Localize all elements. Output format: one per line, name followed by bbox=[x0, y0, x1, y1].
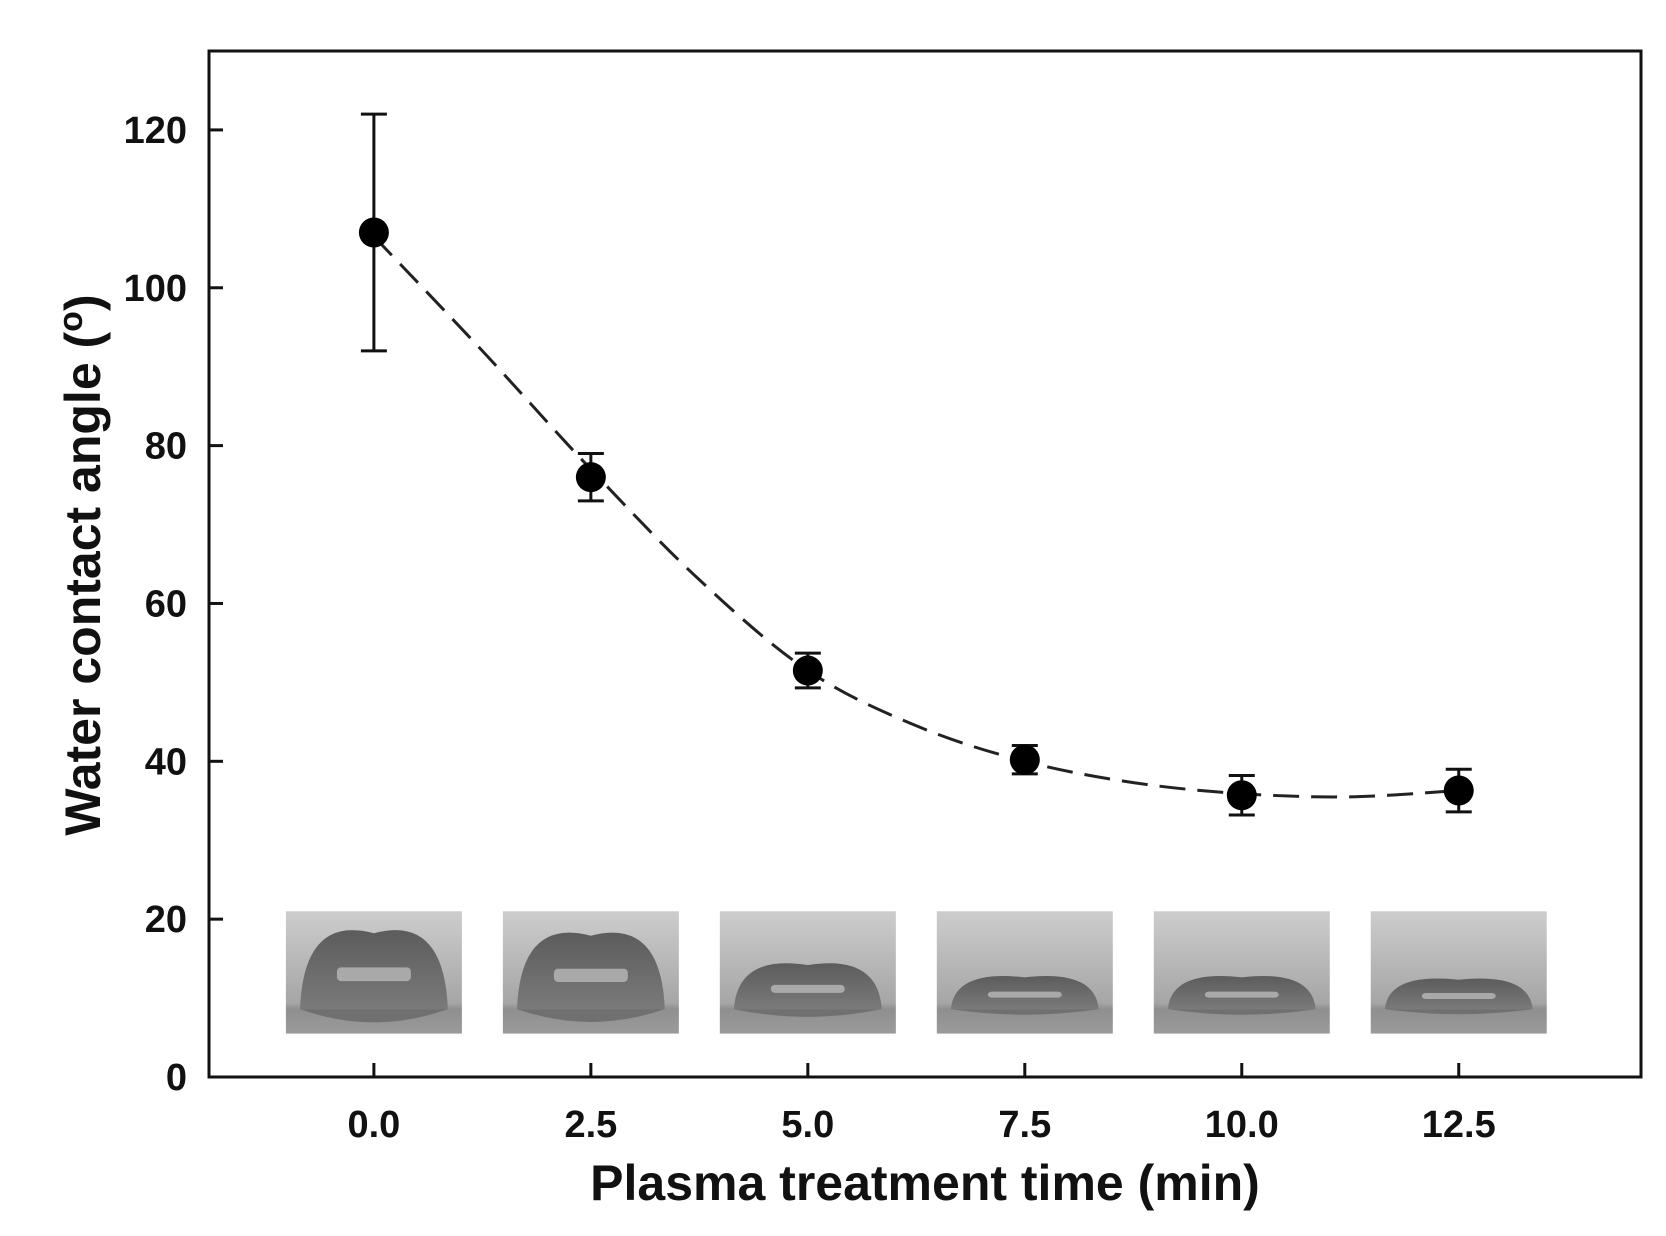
plot-frame bbox=[207, 49, 1643, 1079]
x-tick-label: 2.5 bbox=[564, 1104, 617, 1146]
data-point bbox=[1226, 780, 1257, 811]
data-point bbox=[792, 655, 823, 686]
y-axis: 0 20 40 60 80 100 120 bbox=[124, 110, 223, 1099]
y-tick-label: 100 bbox=[124, 268, 187, 310]
x-tick-label: 12.5 bbox=[1422, 1104, 1496, 1146]
y-axis-title: Water contact angle (o) bbox=[52, 294, 111, 835]
droplet-insets bbox=[285, 911, 1547, 1034]
x-axis-title: Plasma treatment time (min) bbox=[590, 1155, 1260, 1211]
y-axis-title-degree: o bbox=[52, 311, 90, 332]
y-axis-title-close: ) bbox=[55, 294, 111, 311]
y-tick-label: 40 bbox=[145, 741, 187, 783]
droplet-image-7.5 bbox=[936, 911, 1113, 1034]
x-tick-label: 10.0 bbox=[1205, 1104, 1279, 1146]
data-point bbox=[1009, 744, 1040, 775]
fit-curve-dashed bbox=[372, 235, 1459, 799]
droplet-image-2.5 bbox=[502, 911, 679, 1034]
data-point bbox=[358, 217, 389, 248]
y-axis-title-main: Water contact angle ( bbox=[55, 331, 111, 835]
droplet-image-0.0 bbox=[285, 911, 462, 1034]
error-bars bbox=[360, 112, 1472, 817]
y-tick-label: 0 bbox=[166, 1057, 187, 1099]
data-point bbox=[1443, 775, 1474, 806]
y-tick-label: 20 bbox=[145, 899, 187, 941]
droplet-image-5.0 bbox=[719, 911, 896, 1034]
data-point bbox=[575, 462, 606, 493]
x-tick-label: 0.0 bbox=[347, 1104, 400, 1146]
x-tick-label: 5.0 bbox=[781, 1104, 834, 1146]
droplet-image-10.0 bbox=[1153, 911, 1330, 1034]
y-tick-label: 120 bbox=[124, 110, 187, 152]
y-tick-label: 80 bbox=[145, 426, 187, 468]
x-axis: 0.0 2.5 5.0 7.5 10.0 12.5 bbox=[347, 1063, 1496, 1146]
data-points bbox=[358, 217, 1474, 811]
y-tick-label: 60 bbox=[145, 583, 187, 625]
droplet-image-12.5 bbox=[1370, 911, 1547, 1034]
x-tick-label: 7.5 bbox=[998, 1104, 1051, 1146]
